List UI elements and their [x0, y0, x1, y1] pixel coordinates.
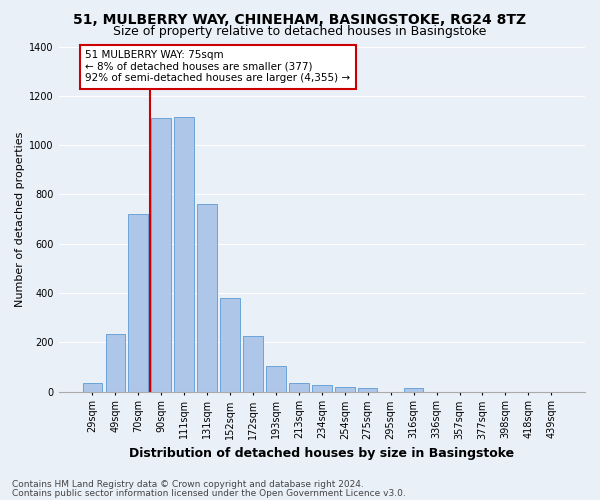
Bar: [358, 388, 377, 392]
Bar: [83, 383, 102, 392]
Text: 51, MULBERRY WAY, CHINEHAM, BASINGSTOKE, RG24 8TZ: 51, MULBERRY WAY, CHINEHAM, BASINGSTOKE,…: [73, 12, 527, 26]
Bar: [220, 298, 240, 392]
Bar: [175, 116, 194, 392]
Bar: [266, 366, 286, 392]
Bar: [106, 334, 125, 392]
Bar: [197, 204, 217, 392]
Bar: [243, 336, 263, 392]
X-axis label: Distribution of detached houses by size in Basingstoke: Distribution of detached houses by size …: [129, 447, 514, 460]
Bar: [335, 386, 355, 392]
Text: Contains public sector information licensed under the Open Government Licence v3: Contains public sector information licen…: [12, 488, 406, 498]
Text: Size of property relative to detached houses in Basingstoke: Size of property relative to detached ho…: [113, 25, 487, 38]
Text: Contains HM Land Registry data © Crown copyright and database right 2024.: Contains HM Land Registry data © Crown c…: [12, 480, 364, 489]
Text: 51 MULBERRY WAY: 75sqm
← 8% of detached houses are smaller (377)
92% of semi-det: 51 MULBERRY WAY: 75sqm ← 8% of detached …: [85, 50, 350, 84]
Y-axis label: Number of detached properties: Number of detached properties: [15, 132, 25, 306]
Bar: [404, 388, 424, 392]
Bar: [128, 214, 148, 392]
Bar: [312, 386, 332, 392]
Bar: [151, 118, 171, 392]
Bar: [289, 383, 308, 392]
